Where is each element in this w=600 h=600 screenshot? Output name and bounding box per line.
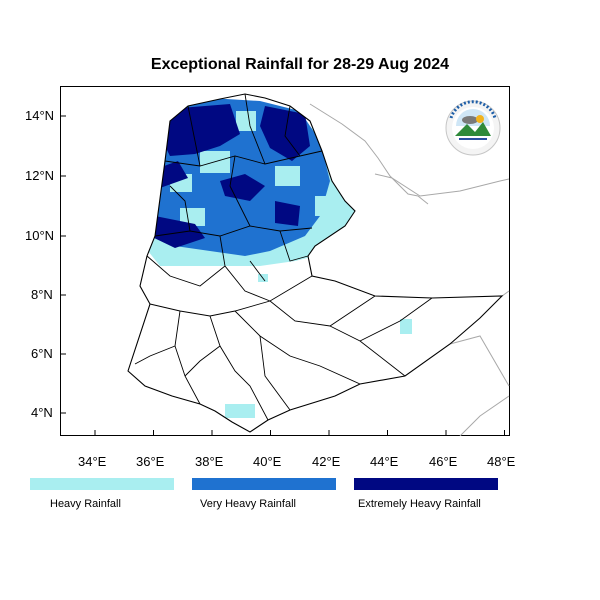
y-tick-label: 8°N bbox=[31, 287, 53, 302]
legend-item-heavy: Heavy Rainfall bbox=[30, 478, 174, 510]
legend-label: Extremely Heavy Rainfall bbox=[358, 498, 481, 510]
x-tick-label: 34°E bbox=[78, 454, 107, 469]
legend-item-extremely-heavy: Extremely Heavy Rainfall bbox=[354, 478, 498, 510]
x-tick-label: 46°E bbox=[429, 454, 458, 469]
y-tick-label: 10°N bbox=[25, 228, 55, 243]
x-axis-ticks bbox=[94, 430, 505, 436]
rainfall-layer bbox=[128, 98, 412, 418]
y-tick-label: 4°N bbox=[31, 405, 53, 420]
legend-swatch bbox=[354, 478, 498, 490]
legend: Heavy Rainfall Very Heavy Rainfall Extre… bbox=[0, 478, 600, 518]
x-tick-label: 48°E bbox=[487, 454, 516, 469]
legend-swatch bbox=[192, 478, 336, 490]
x-tick-label: 44°E bbox=[370, 454, 399, 469]
legend-label: Heavy Rainfall bbox=[50, 498, 121, 510]
y-tick-label: 14°N bbox=[25, 108, 55, 123]
region-borders bbox=[127, 93, 504, 433]
legend-item-very-heavy: Very Heavy Rainfall bbox=[192, 478, 336, 510]
x-tick-label: 36°E bbox=[136, 454, 165, 469]
y-tick-label: 6°N bbox=[31, 346, 53, 361]
ethiopian-meteorology-institute-logo bbox=[445, 100, 501, 156]
map-title: Exceptional Rainfall for 28-29 Aug 2024 bbox=[150, 56, 450, 73]
x-tick-label: 40°E bbox=[253, 454, 282, 469]
x-tick-label: 42°E bbox=[312, 454, 341, 469]
x-tick-label: 38°E bbox=[195, 454, 224, 469]
neighbour-borders bbox=[309, 103, 510, 436]
y-tick-label: 12°N bbox=[25, 168, 55, 183]
legend-label: Very Heavy Rainfall bbox=[200, 498, 296, 510]
map-canvas bbox=[60, 86, 510, 436]
map-panel: 34°E 36°E 38°E 40°E 42°E 44°E 46°E 48°E … bbox=[25, 86, 515, 469]
y-axis-ticks bbox=[60, 115, 66, 414]
legend-swatch bbox=[30, 478, 174, 490]
